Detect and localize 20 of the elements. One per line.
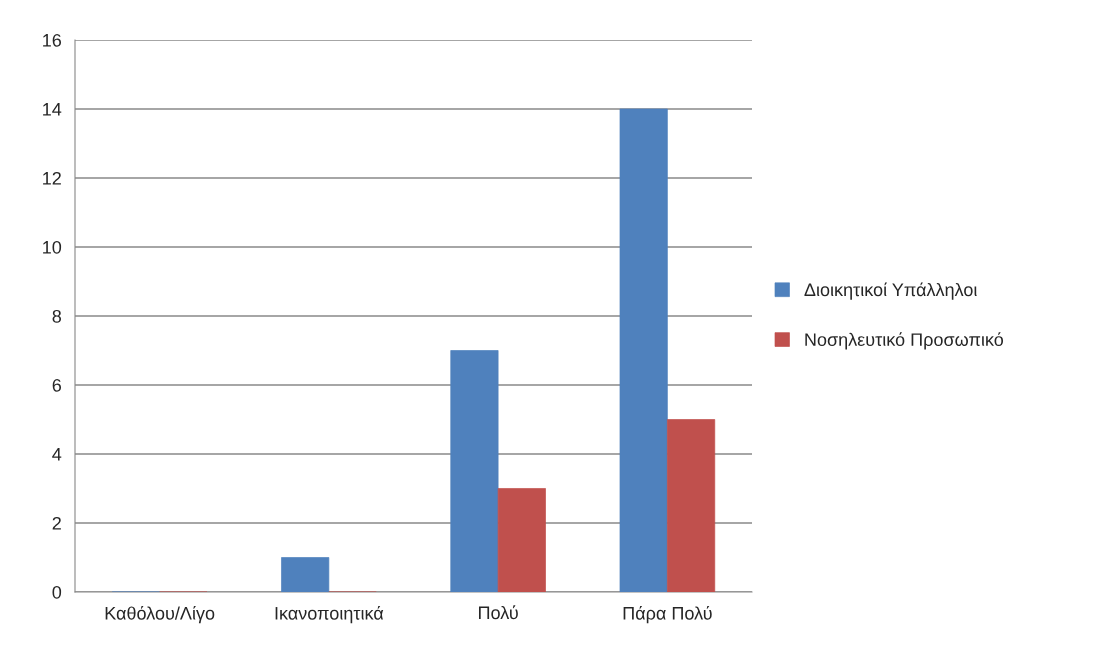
x-tick-label: Ικανοποιητικά <box>275 605 384 624</box>
y-tick-label: 10 <box>43 240 62 254</box>
legend-label: Διοικητικοί Υπάλληλοι <box>804 282 977 300</box>
y-tick-label: 8 <box>52 309 62 323</box>
bar <box>450 350 499 592</box>
y-tick-label: 6 <box>52 378 62 392</box>
y-tick-label: 14 <box>43 103 62 116</box>
bar <box>667 419 716 592</box>
x-tick-label: Καθόλου/Λίγο <box>105 605 215 624</box>
x-tick-label: Πολύ <box>479 605 518 620</box>
x-tick-label: Πάρα Πολύ <box>623 605 712 624</box>
y-tick-label: 12 <box>43 171 61 185</box>
bar <box>281 557 330 592</box>
y-tick-label: 2 <box>52 516 61 530</box>
bar <box>619 108 668 592</box>
y-tick-label: 0 <box>52 585 62 599</box>
bar <box>497 488 546 592</box>
y-tick-label: 16 <box>43 33 62 47</box>
legend-label: Νοσηλευτικό Προσωπικό <box>805 332 1004 350</box>
y-tick-label: 4 <box>52 448 62 461</box>
